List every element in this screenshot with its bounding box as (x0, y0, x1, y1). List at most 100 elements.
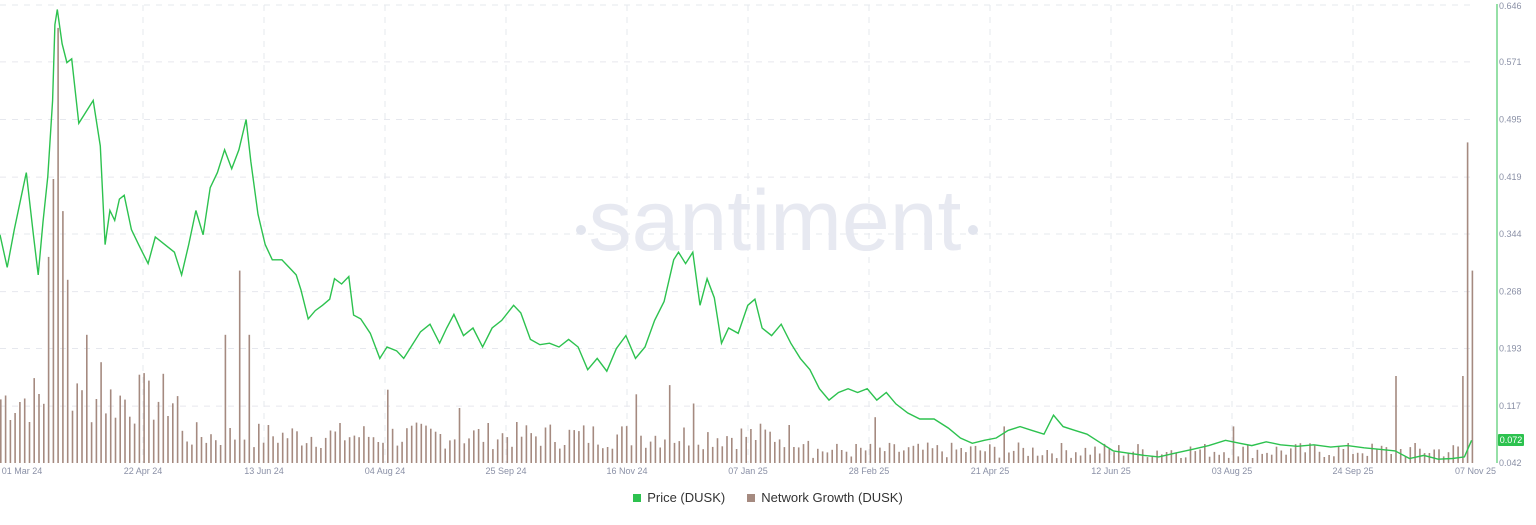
network-growth-bar (57, 27, 59, 464)
network-growth-bar (1184, 457, 1187, 463)
network-growth-bar (463, 443, 466, 463)
network-growth-bar (539, 445, 542, 463)
network-growth-bar (501, 433, 504, 463)
network-growth-bar (430, 428, 432, 463)
network-growth-bar (124, 399, 126, 463)
x-tick-label: 07 Jan 25 (728, 466, 768, 476)
watermark-dot-left (576, 225, 586, 235)
network-growth-bar (549, 424, 552, 463)
network-growth-bar (759, 423, 762, 463)
network-growth-bar (1151, 455, 1154, 463)
network-growth-bar (453, 439, 456, 463)
network-growth-bar (554, 442, 556, 463)
network-growth-bar (692, 403, 695, 463)
price-line (0, 9, 1473, 460)
network-growth-bar (592, 426, 595, 463)
network-growth-bar (439, 434, 442, 463)
network-growth-bar (840, 450, 843, 463)
network-growth-bar (1189, 446, 1192, 463)
network-growth-bar (253, 447, 255, 463)
network-growth-bar (4, 395, 7, 463)
watermark-dot-right (968, 225, 978, 235)
network-growth-bar (989, 444, 991, 463)
network-growth-bar (310, 436, 313, 463)
network-growth-bar (339, 423, 341, 463)
network-growth-bar (458, 408, 461, 463)
network-growth-bar (1094, 446, 1096, 463)
legend-label-price: Price (DUSK) (647, 490, 726, 505)
x-tick-label: 28 Feb 25 (849, 466, 890, 476)
network-growth-bar (1471, 270, 1474, 463)
network-growth-bar (754, 440, 757, 463)
y-tick-label: 0.193 (1499, 344, 1522, 354)
network-growth-bar (1127, 452, 1130, 463)
network-growth-bar (903, 450, 905, 463)
network-growth-bar (348, 437, 351, 463)
network-growth-bar (874, 417, 876, 463)
network-growth-bar (879, 447, 881, 463)
network-growth-bar (1333, 456, 1335, 463)
network-growth-bar (66, 279, 69, 463)
network-growth-bar (157, 401, 160, 463)
square-swatch-icon (633, 493, 642, 502)
network-growth-bar (238, 270, 241, 463)
network-growth-bar (114, 417, 117, 463)
network-growth-bar (229, 428, 231, 463)
network-growth-bar (731, 437, 733, 463)
network-growth-bar (262, 442, 265, 463)
network-growth-bar (272, 436, 274, 463)
network-growth-bar (1170, 450, 1173, 463)
network-growth-bar (1213, 451, 1216, 463)
network-growth-bar (425, 425, 427, 463)
network-growth-bar (1371, 443, 1373, 463)
network-growth-bar (649, 441, 652, 463)
network-growth-bar (821, 451, 824, 463)
network-growth-bar (1285, 454, 1287, 463)
network-growth-bar (1337, 446, 1340, 463)
legend-item-price[interactable]: Price (DUSK) (633, 490, 725, 505)
network-growth-bar (864, 450, 867, 463)
network-growth-bar (922, 449, 924, 463)
network-growth-bar (1055, 458, 1058, 463)
x-tick-label: 03 Aug 25 (1212, 466, 1253, 476)
network-growth-bar (525, 425, 528, 463)
network-growth-bar (415, 422, 418, 463)
network-growth-bar (52, 179, 55, 463)
network-growth-bar (172, 403, 174, 463)
network-growth-bar (1442, 456, 1445, 463)
network-growth-bar (1385, 447, 1388, 463)
network-growth-bar (1223, 452, 1225, 463)
network-growth-bar (516, 422, 518, 463)
network-growth-bar (812, 457, 814, 463)
network-growth-bar (735, 449, 738, 463)
y-tick-label: 0.344 (1499, 229, 1522, 239)
legend-item-network-growth[interactable]: Network Growth (DUSK) (747, 490, 903, 505)
network-growth-bar (382, 442, 384, 463)
network-growth-bar (358, 437, 360, 463)
network-growth-bar (1132, 451, 1134, 463)
network-growth-bar (191, 444, 193, 463)
network-growth-bar (1447, 452, 1450, 463)
network-growth-bar (167, 416, 169, 463)
network-growth-bar (76, 383, 78, 463)
network-growth-bar (301, 445, 303, 463)
network-growth-bar (998, 457, 1001, 463)
network-growth-bar (559, 448, 561, 463)
network-growth-bar (71, 410, 74, 463)
network-growth-bar (1251, 458, 1254, 463)
network-growth-bar (1084, 447, 1087, 463)
network-growth-bar (645, 447, 647, 463)
network-growth-bar (817, 448, 819, 463)
x-tick-label: 16 Nov 24 (606, 466, 647, 476)
network-growth-bar (578, 431, 580, 463)
network-growth-bar (1457, 446, 1459, 463)
network-growth-bar (1103, 443, 1106, 463)
y-axis-ticks: 0.646 0.571 0.495 0.419 0.344 0.268 0.193 0.117… (1499, 1, 1522, 468)
network-growth-bar (372, 437, 375, 463)
network-growth-bar (683, 427, 685, 463)
network-growth-bar (377, 442, 380, 463)
network-growth-bar (616, 434, 618, 463)
network-growth-bar (931, 448, 934, 463)
y-tick-label: 0.268 (1499, 287, 1522, 297)
